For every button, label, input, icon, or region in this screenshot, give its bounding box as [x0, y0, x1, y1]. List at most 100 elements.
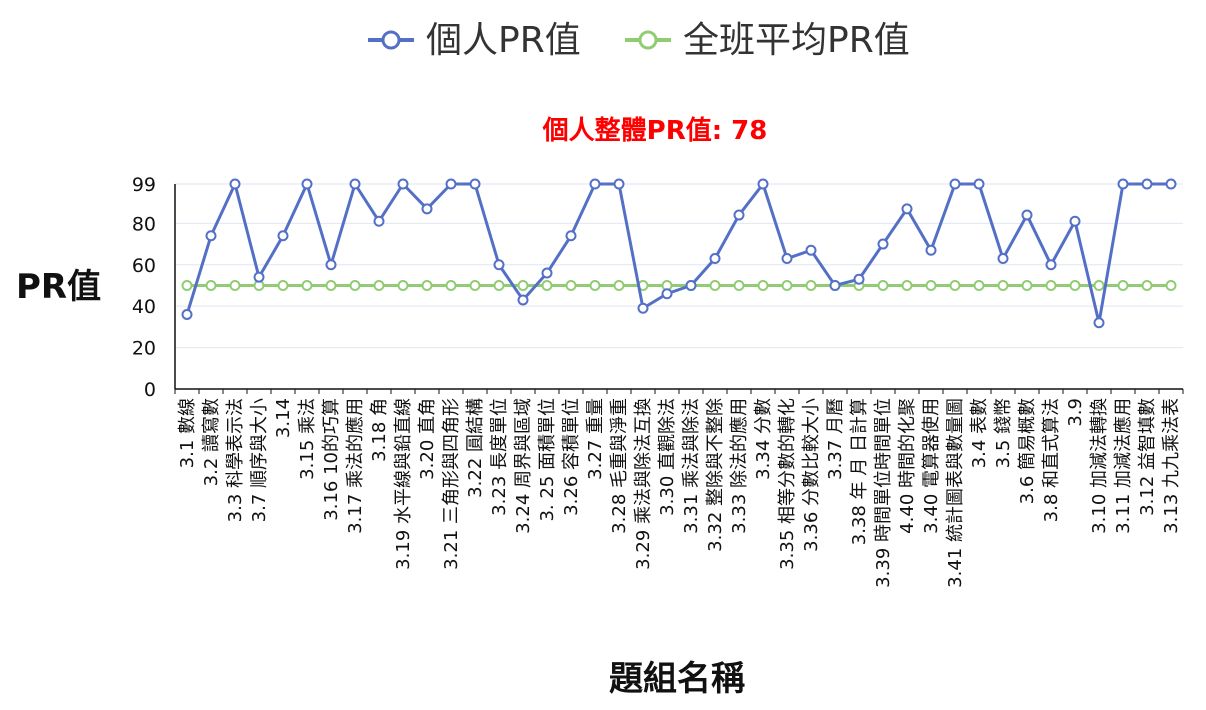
- data-point[interactable]: [1165, 178, 1177, 190]
- data-point[interactable]: [661, 288, 673, 300]
- legend-label-class-average: 全班平均PR值: [683, 20, 910, 61]
- data-point[interactable]: [517, 279, 529, 291]
- data-point[interactable]: [373, 279, 385, 291]
- data-point[interactable]: [973, 279, 985, 291]
- x-tick-label: 3.14: [273, 398, 294, 438]
- legend-item-individual[interactable]: 個人PR值: [368, 20, 581, 61]
- data-point[interactable]: [973, 178, 985, 190]
- x-tick-label: 4.40 時間的化聚: [897, 398, 918, 534]
- data-point[interactable]: [445, 178, 457, 190]
- data-point[interactable]: [397, 279, 409, 291]
- data-point[interactable]: [1141, 279, 1153, 291]
- data-point[interactable]: [949, 279, 961, 291]
- axes: [174, 184, 1184, 394]
- y-tick-label: 60: [132, 255, 156, 277]
- data-point[interactable]: [877, 238, 889, 250]
- data-point[interactable]: [445, 279, 457, 291]
- legend-item-class-average[interactable]: 全班平均PR值: [625, 20, 910, 61]
- data-point[interactable]: [589, 279, 601, 291]
- data-point[interactable]: [901, 203, 913, 215]
- data-point[interactable]: [181, 308, 193, 320]
- data-point[interactable]: [757, 178, 769, 190]
- data-point[interactable]: [1021, 279, 1033, 291]
- data-point[interactable]: [541, 267, 553, 279]
- data-point[interactable]: [325, 279, 337, 291]
- x-tick-label: 3.31 乘法與除法: [681, 398, 702, 534]
- data-point[interactable]: [541, 279, 553, 291]
- data-point[interactable]: [397, 178, 409, 190]
- data-point[interactable]: [565, 230, 577, 242]
- data-point[interactable]: [469, 178, 481, 190]
- data-point[interactable]: [709, 253, 721, 265]
- data-point[interactable]: [181, 279, 193, 291]
- data-point[interactable]: [421, 203, 433, 215]
- x-tick-label: 3.10 加減法轉換: [1089, 398, 1110, 534]
- data-point[interactable]: [1117, 178, 1129, 190]
- data-point[interactable]: [1069, 279, 1081, 291]
- data-point[interactable]: [229, 178, 241, 190]
- data-point[interactable]: [709, 279, 721, 291]
- data-point[interactable]: [997, 253, 1009, 265]
- data-point[interactable]: [1117, 279, 1129, 291]
- data-point[interactable]: [877, 279, 889, 291]
- data-point[interactable]: [517, 294, 529, 306]
- data-point[interactable]: [373, 215, 385, 227]
- data-point[interactable]: [997, 279, 1009, 291]
- x-tick-label: 3.34 分數: [753, 398, 774, 480]
- data-point[interactable]: [589, 178, 601, 190]
- data-point[interactable]: [229, 279, 241, 291]
- data-point[interactable]: [1069, 215, 1081, 227]
- data-point[interactable]: [493, 279, 505, 291]
- data-point[interactable]: [781, 253, 793, 265]
- data-point[interactable]: [253, 271, 265, 283]
- data-point[interactable]: [1045, 279, 1057, 291]
- data-point[interactable]: [613, 279, 625, 291]
- data-point[interactable]: [1141, 178, 1153, 190]
- x-tick-label: 3.38 年 月 日計算: [849, 398, 870, 545]
- data-point[interactable]: [349, 178, 361, 190]
- legend[interactable]: 個人PR值 全班平均PR值: [368, 20, 910, 61]
- data-point[interactable]: [805, 279, 817, 291]
- x-tick-label: 3.21 三角形與四角形: [441, 398, 462, 570]
- data-point[interactable]: [925, 279, 937, 291]
- data-point[interactable]: [205, 230, 217, 242]
- x-tick-label: 3.33 除法的應用: [728, 398, 750, 534]
- data-point[interactable]: [349, 279, 361, 291]
- data-point[interactable]: [637, 302, 649, 314]
- data-point[interactable]: [469, 279, 481, 291]
- y-tick-label: 80: [132, 213, 156, 235]
- data-point[interactable]: [925, 244, 937, 256]
- data-point[interactable]: [733, 279, 745, 291]
- data-point[interactable]: [565, 279, 577, 291]
- data-point[interactable]: [421, 279, 433, 291]
- data-point[interactable]: [493, 259, 505, 271]
- data-point[interactable]: [733, 209, 745, 221]
- data-point[interactable]: [1093, 317, 1105, 329]
- x-tick-label: 3.27 重量: [585, 398, 606, 480]
- data-point[interactable]: [901, 279, 913, 291]
- x-tick-label: 3.35 相等分數的轉化: [777, 398, 798, 570]
- data-point[interactable]: [757, 279, 769, 291]
- data-point[interactable]: [325, 259, 337, 271]
- x-tick-label: 3.30 直觀除法: [657, 398, 678, 516]
- data-point[interactable]: [949, 178, 961, 190]
- data-point[interactable]: [829, 279, 841, 291]
- data-point[interactable]: [853, 273, 865, 285]
- data-point[interactable]: [205, 279, 217, 291]
- data-point[interactable]: [613, 178, 625, 190]
- x-tick-label: 3.41 統計圖表與數量圖: [945, 398, 966, 588]
- data-point[interactable]: [781, 279, 793, 291]
- data-point[interactable]: [1045, 259, 1057, 271]
- x-tick-label: 3.36 分數比較大小: [801, 398, 822, 552]
- data-point[interactable]: [805, 244, 817, 256]
- data-point[interactable]: [685, 279, 697, 291]
- y-axis-label: PR值: [16, 267, 101, 307]
- data-point[interactable]: [1165, 279, 1177, 291]
- data-point[interactable]: [1021, 209, 1033, 221]
- data-point[interactable]: [277, 279, 289, 291]
- data-point[interactable]: [277, 230, 289, 242]
- data-point[interactable]: [301, 279, 313, 291]
- x-tick-label: 3.17 乘法的應用: [344, 398, 366, 534]
- data-point[interactable]: [1093, 279, 1105, 291]
- data-point[interactable]: [301, 178, 313, 190]
